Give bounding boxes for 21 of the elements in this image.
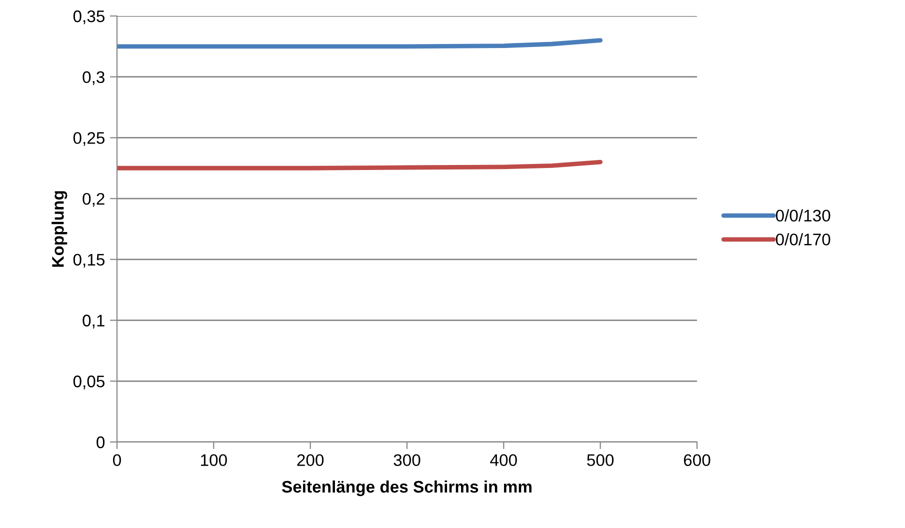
y-tick-label: 0,1 [82, 314, 104, 328]
x-tick-label: 400 [490, 454, 517, 466]
line-series [117, 38, 603, 49]
y-tick-label: 0,35 [73, 10, 104, 24]
x-tick-label: 100 [201, 454, 227, 466]
y-tick-label: 0,25 [73, 132, 104, 146]
y-tick-label: 0,3 [82, 71, 104, 86]
line-series [117, 160, 603, 170]
y-axis-title: Kopplung [52, 191, 68, 267]
y-tick-label: 0 [96, 436, 105, 448]
x-tick-label: 600 [684, 454, 710, 466]
x-tick-label: 500 [587, 454, 614, 466]
x-tick-label: 300 [394, 454, 420, 466]
y-tick-label: 0,05 [73, 376, 104, 390]
legend-label: 0/0/130 [776, 209, 830, 222]
y-tick-label: 0,15 [73, 254, 104, 268]
y-tick-label: 0,2 [82, 192, 104, 207]
legend-label: 0/0/170 [776, 233, 830, 246]
x-tick-label: 0 [113, 454, 121, 466]
x-tick-label: 200 [297, 454, 324, 466]
x-axis-title: Seitenlänge des Schirms in mm [282, 480, 532, 496]
